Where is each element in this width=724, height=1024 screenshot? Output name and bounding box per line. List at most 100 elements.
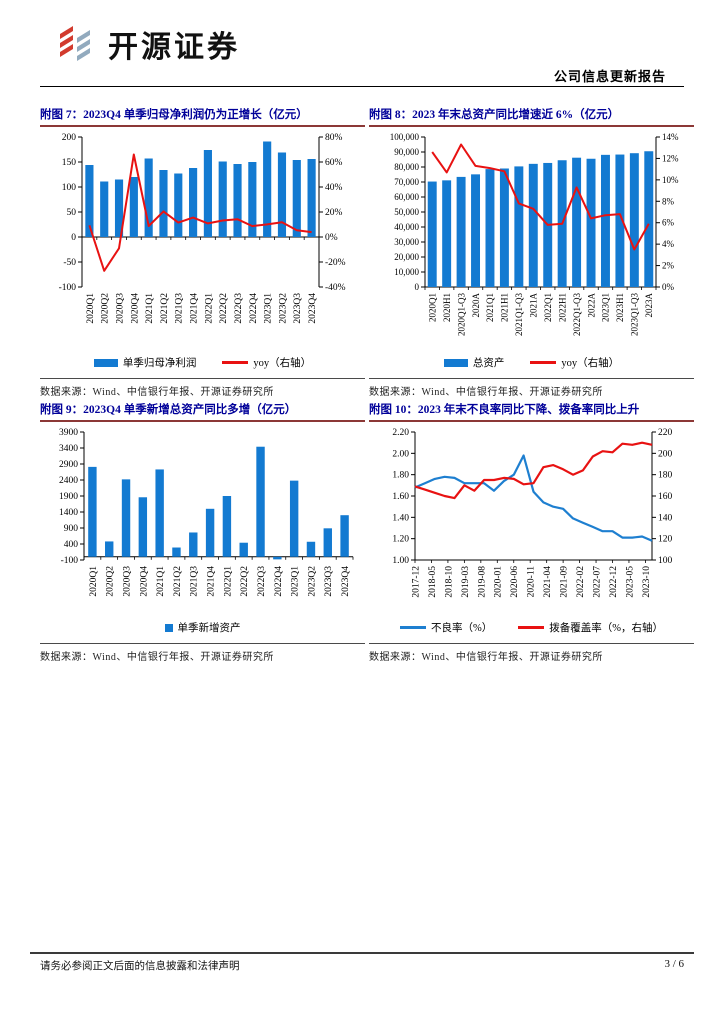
x-axis-label: 2020Q2 [101, 293, 111, 324]
logo-stripe [77, 30, 90, 43]
right-axis-label: 120 [658, 535, 673, 545]
bar [442, 180, 452, 287]
left-axis-label: 2.20 [392, 428, 409, 438]
legend-item: 单季新增资产 [164, 620, 241, 635]
x-axis-label: 2023Q1 [264, 293, 274, 324]
right-axis-label: 40% [325, 183, 343, 193]
left-axis-label: 100 [62, 183, 77, 193]
square-swatch-icon [164, 623, 173, 632]
bar [222, 496, 232, 557]
x-axis-label: 2023Q3 [324, 566, 334, 597]
bar [644, 151, 654, 287]
x-axis-label: 2023-05 [625, 566, 635, 598]
right-axis-label: 2% [662, 261, 675, 271]
chart-net-profit: -100 -50 0 50 100 150 200 -40% -20% 0% 20% 40% 60% 80… [59, 133, 346, 324]
legend-label: yoy（右轴） [561, 358, 620, 369]
left-axis-label: 3400 [59, 444, 78, 454]
left-axis-label: 3900 [59, 428, 78, 438]
bar [323, 528, 332, 557]
bar [307, 159, 316, 237]
bar [528, 163, 538, 287]
bar [205, 508, 215, 557]
x-axis-label: 2021H1 [500, 293, 510, 322]
bar [289, 480, 299, 557]
x-axis-label: 2022Q3 [257, 566, 267, 597]
bar [615, 154, 625, 287]
bar [586, 158, 596, 287]
figure-title: 附图 9：2023Q4 单季新增总资产同比多增（亿元） [40, 401, 365, 422]
legend-item: 不良率（%） [400, 620, 492, 635]
x-axis-label: 2021Q1 [485, 293, 495, 322]
bar [456, 176, 466, 287]
x-axis-label: 2021Q2 [160, 293, 170, 324]
right-axis-label: 14% [662, 132, 679, 142]
left-axis-label: -100 [61, 556, 79, 566]
x-axis-label: 2022-02 [576, 566, 586, 598]
chart-legend: 总资产 yoy（右轴） [369, 355, 694, 370]
x-axis-label: 2022-07 [592, 566, 602, 598]
report-type-label: 公司信息更新报告 [553, 69, 666, 84]
x-axis-label: 2020-11 [527, 566, 537, 598]
source-note: 数据来源：Wind、中信银行年报、开源证券研究所 [369, 652, 603, 663]
left-axis-label: 900 [64, 524, 79, 534]
source-note: 数据来源：Wind、中信银行年报、开源证券研究所 [40, 387, 274, 398]
x-axis-label: 2021-04 [543, 566, 553, 598]
figure-title: 附图 7：2023Q4 单季归母净利润仍为正增长（亿元） [40, 106, 365, 127]
x-axis-label: 2021Q4 [190, 293, 200, 324]
bar [514, 166, 524, 287]
bar [340, 515, 349, 557]
source-note: 数据来源：Wind、中信银行年报、开源证券研究所 [40, 652, 274, 663]
bar [471, 174, 481, 287]
bar [155, 469, 164, 557]
x-axis-label: 2023Q1-Q3 [630, 293, 640, 336]
line-series [414, 441, 653, 500]
figure-panel-7: 附图 7：2023Q4 单季归母净利润仍为正增长（亿元） -100 -50 0 50 1… [40, 106, 365, 398]
right-axis-label: 6% [662, 218, 675, 228]
bar [499, 168, 509, 287]
line-swatch-icon [518, 626, 545, 629]
left-axis-label: 1900 [59, 492, 78, 502]
x-axis-label: 2020Q1 [89, 566, 99, 597]
legend-label: 总资产 [472, 358, 505, 369]
left-axis-label: 1.40 [392, 513, 409, 523]
x-axis-label: 2022H1 [557, 293, 567, 322]
x-axis-label: 2020Q2 [106, 566, 116, 597]
right-axis-label: 0% [325, 233, 338, 243]
x-axis-label: 2020Q4 [130, 293, 140, 324]
x-axis-label: 2020Q1 [427, 293, 437, 322]
right-axis-label: 10% [662, 175, 679, 185]
figure-title: 附图 10：2023 年末不良率同比下降、拨备率同比上升 [369, 401, 694, 422]
left-axis-label: 50 [67, 208, 77, 218]
legend-label: 不良率（%） [431, 623, 493, 634]
logo-stripe [60, 26, 73, 39]
left-axis-label: 1.60 [392, 492, 409, 502]
left-axis-label: 90,000 [394, 147, 419, 157]
right-axis-label: 200 [658, 449, 673, 459]
left-axis-label: 1.80 [392, 471, 409, 481]
figure-panel-8: 附图 8：2023 年末总资产同比增速近 6%（亿元） 0 10,000 20,00… [369, 106, 694, 398]
right-axis-label: 160 [658, 492, 673, 502]
bar [144, 158, 153, 237]
chart-npl-coverage: 1.00 1.20 1.40 1.60 1.80 2.00 2.20 100 120 140 160… [392, 428, 673, 598]
bar [239, 542, 248, 557]
bar [292, 160, 301, 237]
right-axis-label: 20% [325, 208, 343, 218]
x-axis-label: 2022Q1 [543, 293, 553, 322]
figure-panel-10: 附图 10：2023 年末不良率同比下降、拨备率同比上升 1.00 1.20 1.4… [369, 401, 694, 663]
bar [85, 165, 94, 237]
x-axis-label: 2018-10 [444, 566, 454, 598]
bar-swatch-icon [93, 358, 118, 367]
line-series [431, 143, 650, 251]
logo-stripe [77, 48, 90, 61]
line-swatch-icon [222, 361, 249, 364]
x-axis-label: 2022-12 [609, 566, 619, 598]
bar [629, 153, 639, 287]
right-axis-label: -20% [325, 258, 346, 268]
x-axis-label: 2020Q4 [139, 566, 149, 597]
double-slash-stripes-icon [60, 26, 90, 61]
left-axis-label: 60,000 [394, 192, 419, 202]
x-axis-label: 2021Q2 [173, 566, 183, 597]
x-axis-label: 2021Q1 [145, 293, 155, 324]
right-axis-label: -40% [325, 283, 346, 293]
